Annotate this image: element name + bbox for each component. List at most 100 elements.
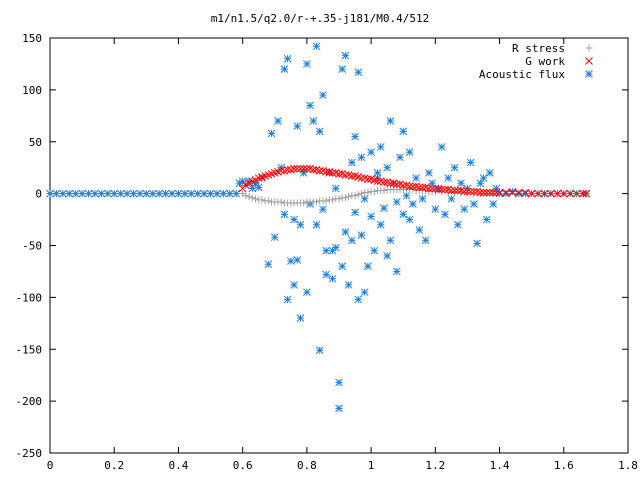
- data-point: [254, 183, 263, 192]
- data-point: [338, 262, 347, 271]
- data-point: [313, 198, 321, 206]
- chart-title: m1/n1.5/q2.0/r-+.35-j181/M0.4/512: [211, 12, 430, 25]
- data-point: [187, 189, 196, 198]
- data-point: [335, 404, 343, 413]
- data-point: [116, 189, 125, 198]
- data-point: [579, 189, 587, 198]
- data-point: [357, 190, 365, 198]
- data-point: [466, 187, 475, 196]
- data-point: [521, 188, 530, 197]
- data-point: [142, 189, 151, 198]
- data-point: [351, 132, 359, 141]
- data-point: [482, 215, 491, 224]
- data-point: [341, 171, 350, 179]
- data-point: [123, 189, 131, 198]
- data-point: [300, 199, 308, 207]
- data-point: [370, 246, 379, 255]
- data-point: [335, 378, 343, 387]
- legend-marker: [585, 44, 593, 52]
- data-point: [364, 175, 372, 183]
- data-point: [283, 165, 292, 174]
- data-point: [521, 189, 530, 198]
- data-point: [547, 189, 555, 198]
- data-point: [181, 189, 189, 198]
- data-point: [344, 281, 353, 289]
- y-tick-label: -200: [16, 395, 43, 408]
- data-point: [319, 91, 327, 99]
- data-point: [296, 314, 305, 322]
- data-point: [428, 184, 436, 193]
- data-point: [370, 188, 378, 196]
- y-tick-label: 150: [22, 32, 42, 45]
- data-point: [347, 236, 356, 245]
- data-point: [383, 163, 392, 172]
- data-point: [386, 179, 395, 188]
- data-point: [514, 188, 523, 197]
- data-point: [367, 212, 375, 221]
- data-point: [103, 189, 112, 198]
- data-point: [392, 180, 401, 189]
- data-point: [457, 179, 465, 188]
- data-point: [492, 188, 501, 197]
- data-point: [473, 239, 481, 248]
- x-tick-label: 1: [368, 459, 375, 472]
- data-point: [315, 346, 324, 355]
- data-point: [319, 205, 327, 214]
- data-point: [296, 164, 305, 173]
- x-tick-label: 0: [47, 459, 54, 472]
- data-point: [450, 163, 459, 172]
- data-point: [434, 185, 443, 194]
- data-point: [322, 270, 331, 279]
- data-point: [354, 295, 363, 304]
- data-point: [148, 189, 157, 198]
- data-point: [286, 257, 295, 265]
- data-point: [277, 166, 286, 175]
- series-layer: [46, 42, 591, 413]
- data-point: [293, 164, 302, 173]
- data-point: [412, 174, 420, 182]
- data-point: [174, 189, 183, 198]
- data-point: [58, 189, 67, 198]
- data-point: [354, 191, 362, 199]
- data-point: [373, 169, 382, 177]
- legend-label: G work: [525, 55, 565, 68]
- data-point: [399, 210, 408, 219]
- data-point: [470, 200, 478, 208]
- data-point: [405, 215, 414, 224]
- data-point: [91, 189, 99, 198]
- data-point: [386, 117, 395, 125]
- data-point: [328, 274, 337, 283]
- data-point: [347, 158, 356, 167]
- data-point: [380, 204, 388, 213]
- data-point: [341, 51, 350, 60]
- legend-label: Acoustic flux: [479, 68, 565, 81]
- data-point: [396, 153, 404, 162]
- data-point: [466, 158, 475, 167]
- data-point: [331, 243, 340, 252]
- data-point: [52, 189, 61, 198]
- y-tick-label: -50: [22, 240, 42, 253]
- data-point: [376, 220, 385, 229]
- data-point: [161, 189, 170, 198]
- data-point: [78, 189, 86, 198]
- data-point: [386, 236, 395, 245]
- data-point: [409, 182, 417, 191]
- data-point: [383, 252, 392, 260]
- data-point: [290, 164, 298, 173]
- data-point: [441, 210, 449, 219]
- data-point: [312, 220, 321, 229]
- data-point: [399, 181, 408, 190]
- data-point: [312, 42, 321, 51]
- data-point: [347, 172, 356, 180]
- data-point: [232, 189, 241, 198]
- data-point: [540, 189, 549, 198]
- data-point: [315, 166, 324, 175]
- data-point: [213, 189, 221, 198]
- x-tick-label: 0.4: [169, 459, 189, 472]
- data-point: [303, 164, 311, 173]
- data-point: [200, 189, 208, 198]
- data-point: [418, 183, 427, 192]
- data-point: [341, 228, 350, 236]
- data-point: [193, 189, 202, 198]
- data-point: [453, 220, 462, 229]
